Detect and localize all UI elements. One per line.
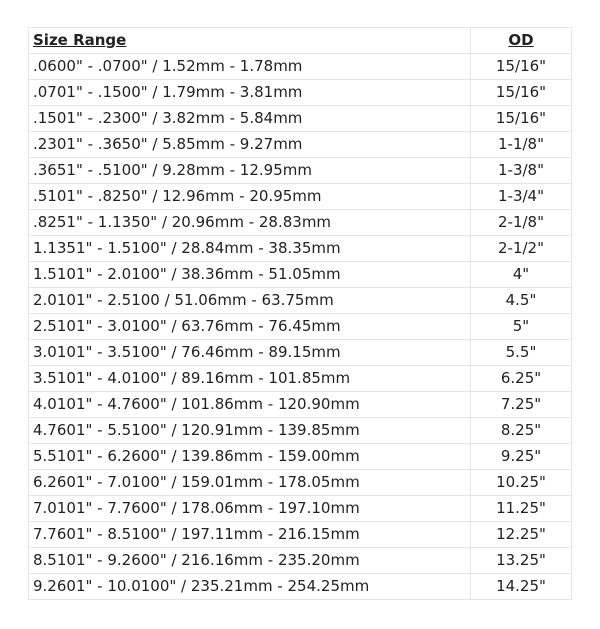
od-cell: 10.25" xyxy=(470,469,572,496)
od-cell: 4" xyxy=(470,261,572,288)
table-row: .0600" - .0700" / 1.52mm - 1.78mm 15/16" xyxy=(28,53,572,80)
table-row: .5101" - .8250" / 12.96mm - 20.95mm 1-3/4… xyxy=(28,183,572,210)
table-row: 3.5101" - 4.0100" / 89.16mm - 101.85mm 6.… xyxy=(28,365,572,392)
table-row: .3651" - .5100" / 9.28mm - 12.95mm 1-3/8" xyxy=(28,157,572,184)
od-cell: 13.25" xyxy=(470,547,572,574)
table-row: 3.0101" - 3.5100" / 76.46mm - 89.15mm 5.5… xyxy=(28,339,572,366)
od-cell: 11.25" xyxy=(470,495,572,522)
size-range-cell: 4.0101" - 4.7600" / 101.86mm - 120.90mm xyxy=(28,391,471,418)
table-row: 6.2601" - 7.0100" / 159.01mm - 178.05mm 1… xyxy=(28,469,572,496)
table-row: 1.5101" - 2.0100" / 38.36mm - 51.05mm 4" xyxy=(28,261,572,288)
od-cell: 15/16" xyxy=(470,53,572,80)
size-range-cell: 5.5101" - 6.2600" / 139.86mm - 159.00mm xyxy=(28,443,471,470)
table-row: 5.5101" - 6.2600" / 139.86mm - 159.00mm 9… xyxy=(28,443,572,470)
od-cell: 12.25" xyxy=(470,521,572,548)
size-range-cell: 1.5101" - 2.0100" / 38.36mm - 51.05mm xyxy=(28,261,471,288)
od-cell: 5.5" xyxy=(470,339,572,366)
table-row: 9.2601" - 10.0100" / 235.21mm - 254.25mm… xyxy=(28,573,572,600)
od-cell: 2-1/8" xyxy=(470,209,572,236)
od-cell: 15/16" xyxy=(470,79,572,106)
size-range-cell: 2.5101" - 3.0100" / 63.76mm - 76.45mm xyxy=(28,313,471,340)
od-cell: 1-1/8" xyxy=(470,131,572,158)
size-range-cell: 7.7601" - 8.5100" / 197.11mm - 216.15mm xyxy=(28,521,471,548)
table-row: .1501" - .2300" / 3.82mm - 5.84mm 15/16" xyxy=(28,105,572,132)
table-row: 4.0101" - 4.7600" / 101.86mm - 120.90mm 7… xyxy=(28,391,572,418)
od-cell: 4.5" xyxy=(470,287,572,314)
table-row: 1.1351" - 1.5100" / 28.84mm - 38.35mm 2-1… xyxy=(28,235,572,262)
table-row: 4.7601" - 5.5100" / 120.91mm - 139.85mm 8… xyxy=(28,417,572,444)
size-range-cell: 7.0101" - 7.7600" / 178.06mm - 197.10mm xyxy=(28,495,471,522)
size-range-cell: .1501" - .2300" / 3.82mm - 5.84mm xyxy=(28,105,471,132)
table-row: 8.5101" - 9.2600" / 216.16mm - 235.20mm 1… xyxy=(28,547,572,574)
table-row: .8251" - 1.1350" / 20.96mm - 28.83mm 2-1/… xyxy=(28,209,572,236)
size-range-cell: .5101" - .8250" / 12.96mm - 20.95mm xyxy=(28,183,471,210)
size-range-cell: .3651" - .5100" / 9.28mm - 12.95mm xyxy=(28,157,471,184)
od-cell: 2-1/2" xyxy=(470,235,572,262)
od-cell: 5" xyxy=(470,313,572,340)
size-range-cell: 2.0101" - 2.5100 / 51.06mm - 63.75mm xyxy=(28,287,471,314)
size-range-cell: .8251" - 1.1350" / 20.96mm - 28.83mm xyxy=(28,209,471,236)
size-range-cell: 4.7601" - 5.5100" / 120.91mm - 139.85mm xyxy=(28,417,471,444)
size-range-cell: 6.2601" - 7.0100" / 159.01mm - 178.05mm xyxy=(28,469,471,496)
size-range-cell: 3.0101" - 3.5100" / 76.46mm - 89.15mm xyxy=(28,339,471,366)
od-cell: 14.25" xyxy=(470,573,572,600)
od-cell: 7.25" xyxy=(470,391,572,418)
od-cell: 8.25" xyxy=(470,417,572,444)
size-od-table: Size Range OD .0600" - .0700" / 1.52mm -… xyxy=(28,27,572,600)
od-cell: 6.25" xyxy=(470,365,572,392)
od-cell: 1-3/4" xyxy=(470,183,572,210)
size-range-cell: 1.1351" - 1.5100" / 28.84mm - 38.35mm xyxy=(28,235,471,262)
table-row: 7.7601" - 8.5100" / 197.11mm - 216.15mm 1… xyxy=(28,521,572,548)
od-cell: 9.25" xyxy=(470,443,572,470)
size-range-cell: 9.2601" - 10.0100" / 235.21mm - 254.25mm xyxy=(28,573,471,600)
od-cell: 15/16" xyxy=(470,105,572,132)
size-range-cell: 3.5101" - 4.0100" / 89.16mm - 101.85mm xyxy=(28,365,471,392)
size-range-cell: .2301" - .3650" / 5.85mm - 9.27mm xyxy=(28,131,471,158)
size-range-cell: 8.5101" - 9.2600" / 216.16mm - 235.20mm xyxy=(28,547,471,574)
table-row: 7.0101" - 7.7600" / 178.06mm - 197.10mm 1… xyxy=(28,495,572,522)
header-row: Size Range OD xyxy=(28,27,572,54)
table-row: .2301" - .3650" / 5.85mm - 9.27mm 1-1/8" xyxy=(28,131,572,158)
table-row: .0701" - .1500" / 1.79mm - 3.81mm 15/16" xyxy=(28,79,572,106)
od-cell: 1-3/8" xyxy=(470,157,572,184)
table-row: 2.5101" - 3.0100" / 63.76mm - 76.45mm 5" xyxy=(28,313,572,340)
header-size-range: Size Range xyxy=(28,27,471,54)
header-od: OD xyxy=(470,27,572,54)
size-range-cell: .0600" - .0700" / 1.52mm - 1.78mm xyxy=(28,53,471,80)
size-range-cell: .0701" - .1500" / 1.79mm - 3.81mm xyxy=(28,79,471,106)
table-row: 2.0101" - 2.5100 / 51.06mm - 63.75mm 4.5" xyxy=(28,287,572,314)
